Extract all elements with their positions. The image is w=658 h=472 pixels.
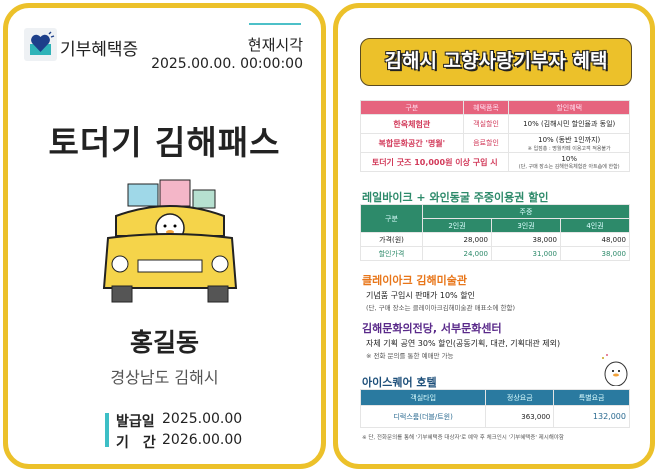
- railbike-heading: 레일바이크 + 와인동굴 주중이용권 할인: [362, 191, 549, 204]
- clayarch-note: (단, 구매 장소는 클레이아크김해미술관 매표소에 한함): [366, 304, 516, 312]
- pass-title: 토더기 김해패스: [48, 123, 281, 162]
- current-time-value: 2025.00.00. 00:00:00: [151, 56, 303, 72]
- table-row: 한옥체험관 객실할인 10% (김해시민 할인율과 동일): [360, 114, 630, 134]
- cell: 24,000: [422, 246, 492, 261]
- current-time-label: 현재시각: [247, 36, 303, 54]
- cell: 10% (단, 구매 장소는 김해한옥체험관 아트숍에 한함): [508, 152, 630, 172]
- benefit-text: 10% (동반 1인까지): [538, 135, 601, 144]
- header-cell: 객실타입: [359, 389, 487, 406]
- cell: 38,000: [560, 246, 630, 261]
- cell: 복합문화공간 '명월': [360, 133, 464, 153]
- pass-card: 기부혜택증 현재시각 2025.00.00. 00:00:00 토더기 김해패스…: [3, 3, 326, 469]
- header-cell: 2인권: [422, 218, 492, 233]
- header-cell: 할인혜택: [508, 100, 630, 115]
- railbike-table: 구분 주중 2인권 3인권 4인권 가격(원) 28,000 38,000 48,000 할…: [360, 204, 630, 261]
- cell: 10% (동반 1인까지) ※ 입점총 : 명월카페 이용고객 적용불가: [508, 133, 630, 153]
- accent-line: [249, 23, 301, 25]
- clayarch-text: 기념품 구입시 판매가 10% 할인: [366, 291, 475, 300]
- cell: 10% (김해시민 할인율과 동일): [508, 114, 630, 134]
- table-row: 디럭스룸(더블/트윈) 363,000 132,000: [359, 405, 630, 428]
- culture-center-heading: 김해문화의전당, 서부문화센터: [362, 322, 502, 335]
- holder-region: 경상남도 김해시: [110, 368, 219, 387]
- note: ※ 입점총 : 명월카페 이용고객 적용불가: [527, 145, 611, 152]
- cell: 음료할인: [462, 133, 510, 153]
- cell: 28,000: [422, 232, 492, 247]
- header-cell: 정상요금: [485, 389, 555, 406]
- hotel-note: ※ 단, 전화문의를 통해 '기부혜택증 대상자'로 예약 후 체크인시 '기부…: [362, 435, 564, 441]
- clayarch-heading: 클레이아크 김해미술관: [362, 274, 468, 287]
- hotel-table: 객실타입 정상요금 특별요금 디럭스룸(더블/트윈) 363,000 132,000: [359, 389, 630, 428]
- header-cell: 3인권: [491, 218, 561, 233]
- cell: 48,000: [560, 232, 630, 247]
- accent-bar: [105, 413, 109, 447]
- benefits-banner: 김해시 고향사랑기부자 혜택: [360, 38, 632, 86]
- cell: 토더기 굿즈 10,000원 이상 구입 시: [359, 152, 510, 172]
- cell: 31,000: [491, 246, 561, 261]
- table-row: 할인가격 24,000 31,000 38,000: [360, 246, 630, 261]
- cell: 객실할인: [462, 114, 510, 134]
- issue-date-label: 발급일: [116, 414, 155, 430]
- benefit-text: 10%: [561, 154, 577, 163]
- cell: 가격(원): [360, 232, 423, 247]
- header-cell: 주중: [422, 204, 630, 219]
- cell: 디럭스룸(더블/트윈): [359, 405, 487, 428]
- header-cell: 특별요금: [553, 389, 630, 406]
- period-value: 2026.00.00: [162, 432, 243, 448]
- table-row: 토더기 굿즈 10,000원 이상 구입 시 10% (단, 구매 장소는 김해한옥…: [359, 152, 630, 172]
- cell: 한옥체험관: [360, 114, 464, 134]
- holder-name: 홍길동: [129, 328, 199, 357]
- duck-mascot-icon: [600, 352, 630, 390]
- header-cell: 혜택품목: [462, 100, 510, 115]
- cell: 38,000: [491, 232, 561, 247]
- cell: 363,000: [485, 405, 555, 428]
- hotel-heading: 아이스퀘어 호텔: [362, 376, 437, 389]
- heart-envelope-logo-icon: [24, 28, 57, 61]
- table-row: 복합문화공간 '명월' 음료할인 10% (동반 1인까지) ※ 입점총 : 명월카페…: [360, 133, 630, 153]
- brand-name: 기부혜택증: [60, 40, 139, 60]
- duck-car-illustration: [98, 176, 243, 320]
- header-cell: 구분: [360, 204, 423, 233]
- culture-center-text: 자체 기획 공연 30% 할인(공동기획, 대관, 기획대관 제외): [366, 339, 561, 348]
- benefits-card: 김해시 고향사랑기부자 혜택 구분 혜택품목 할인혜택 한옥체험관 객실할인 10% (…: [333, 3, 655, 469]
- issue-date-value: 2025.00.00: [162, 411, 243, 427]
- cell: 할인가격: [360, 246, 423, 261]
- culture-center-note: ※ 전화 문의를 통한 예매만 가능: [366, 352, 454, 360]
- header-cell: 구분: [360, 100, 464, 115]
- note: (단, 구매 장소는 김해한옥체험관 아트숍에 한함): [518, 163, 620, 170]
- cell: 132,000: [553, 405, 630, 428]
- header-cell: 4인권: [560, 218, 630, 233]
- benefits-table: 구분 혜택품목 할인혜택 한옥체험관 객실할인 10% (김해시민 할인율과 동일) 복…: [359, 100, 630, 172]
- table-row: 가격(원) 28,000 38,000 48,000: [360, 232, 630, 247]
- period-label: 기 간: [116, 435, 156, 451]
